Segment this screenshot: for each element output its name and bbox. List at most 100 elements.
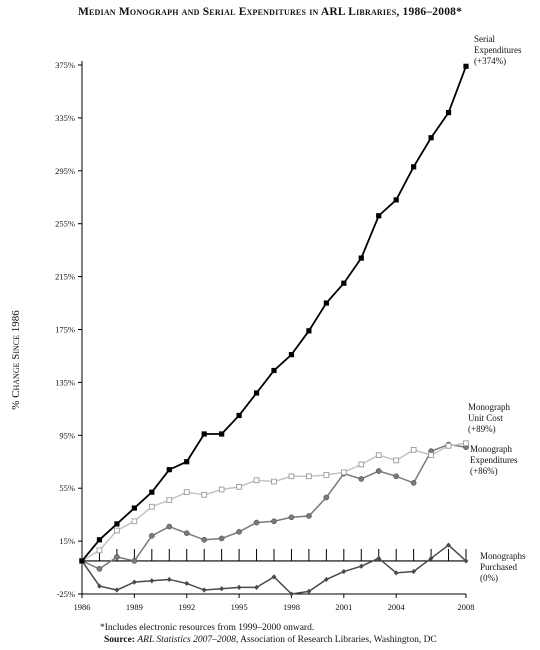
series-3-point <box>183 530 190 537</box>
y-tick-label: 95% <box>59 430 75 440</box>
series-3-point <box>114 554 120 560</box>
series-3-point <box>148 532 155 539</box>
series-1-point <box>428 135 434 141</box>
series-1-point <box>393 197 399 203</box>
series-1-point <box>236 412 242 419</box>
series-2-point <box>218 486 225 493</box>
series-3-point <box>358 476 365 482</box>
series-4-point <box>289 591 294 597</box>
x-tick-label: 1986 <box>74 602 91 612</box>
series-4-point <box>271 574 277 580</box>
x-tick-label: 1995 <box>231 602 248 612</box>
series-1-point <box>358 255 364 261</box>
y-tick-label: 295% <box>55 166 75 176</box>
series-2-point <box>306 473 312 480</box>
y-tick-label: 55% <box>59 483 75 493</box>
series-1-point <box>376 213 382 219</box>
series-2-point <box>393 457 400 464</box>
series-4-point <box>131 579 137 585</box>
series-1-point <box>114 521 120 527</box>
series-2-point <box>463 440 469 447</box>
series-label-3: Monograph Expenditures (+86%) <box>470 444 518 476</box>
series-2-point <box>428 452 434 458</box>
series-4-point <box>463 558 469 564</box>
series-2-point <box>271 478 277 485</box>
series-1-point <box>288 352 295 358</box>
series-1-point <box>149 489 155 495</box>
series-1-point <box>201 431 207 437</box>
series-2-point <box>288 473 295 480</box>
series-3-point <box>236 528 242 535</box>
series-3-point <box>131 558 138 564</box>
series-2-point <box>183 489 190 496</box>
series-3-point <box>288 514 295 521</box>
series-2-point <box>236 484 242 490</box>
series-2-point <box>148 503 155 510</box>
series-3-point <box>410 480 417 486</box>
series-4-point <box>428 555 434 561</box>
series-1-point <box>219 431 225 437</box>
series-1-point <box>445 110 452 116</box>
series-4-point <box>114 587 120 593</box>
series-2-point <box>358 461 365 468</box>
series-4-point <box>393 570 399 576</box>
series-4-point <box>201 587 207 593</box>
series-4-point <box>411 568 417 575</box>
series-4-point <box>446 542 451 548</box>
series-1-point <box>96 537 103 543</box>
x-tick-label: 2004 <box>388 602 406 612</box>
chart-title: Median Monograph and Serial Expenditures… <box>77 6 463 18</box>
series-2-point <box>166 497 173 503</box>
series-3-point <box>201 536 208 543</box>
series-2-point <box>410 446 417 453</box>
y-tick-label: 175% <box>55 325 75 335</box>
series-4-point <box>323 576 329 583</box>
series-2-point <box>201 491 208 498</box>
series-1-point <box>341 280 347 286</box>
series-1-point <box>306 328 312 334</box>
series-3-point <box>375 468 382 474</box>
series-4-point <box>219 586 225 592</box>
series-4-point <box>184 580 190 587</box>
series-4-point <box>97 583 102 589</box>
series-1-point <box>184 459 190 465</box>
y-tick-label: 335% <box>55 113 75 123</box>
source-publication: ARL Statistics 2007–2008 <box>137 635 236 645</box>
source-note: Source: ARL Statistics 2007–2008, Associ… <box>104 635 437 645</box>
series-3-point <box>393 473 400 480</box>
series-1-point <box>323 300 329 306</box>
series-line-1 <box>81 66 467 562</box>
series-4-point <box>149 578 155 584</box>
x-tick-label: 2001 <box>335 602 352 612</box>
y-tick-label: 215% <box>55 272 75 282</box>
series-2-point <box>253 477 260 484</box>
series-2-point <box>96 547 103 554</box>
x-tick-label: 1989 <box>126 602 143 612</box>
series-2-point <box>114 527 120 534</box>
y-tick-label: -25% <box>57 589 75 599</box>
series-3-point <box>323 494 330 501</box>
footnote: *Includes electronic resources from 1999… <box>100 623 315 633</box>
series-3-point <box>166 523 173 530</box>
series-1-point <box>166 467 172 473</box>
series-2-point <box>323 472 330 478</box>
series-3-point <box>253 519 260 526</box>
series-1-point <box>411 164 417 170</box>
series-4-point <box>254 584 259 590</box>
series-2-point <box>445 443 452 449</box>
series-3-point <box>218 535 225 542</box>
series-2-point <box>340 469 347 476</box>
series-1-point <box>253 390 260 396</box>
series-4-point <box>358 563 364 569</box>
series-1-point <box>271 367 277 374</box>
series-1-point <box>131 505 137 511</box>
series-4-point <box>376 555 382 561</box>
series-4-point <box>341 568 347 575</box>
series-3-point <box>271 518 277 525</box>
y-tick-label: 15% <box>59 536 75 546</box>
source-label: Source: <box>104 635 135 645</box>
series-4-point <box>166 576 172 583</box>
y-tick-label: 375% <box>55 60 75 70</box>
series-1-point <box>79 558 85 564</box>
